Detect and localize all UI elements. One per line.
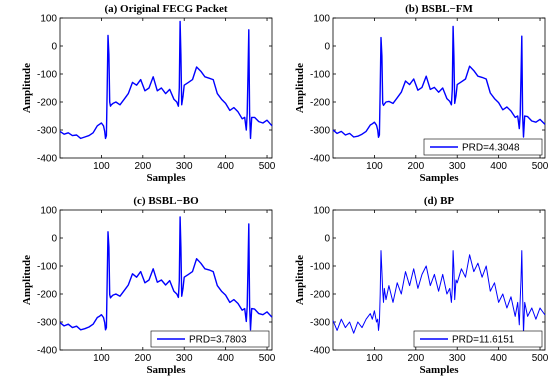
panel-d: (d) BP Samples Amplitude 100 200 300 400 500… <box>294 195 549 376</box>
panel-d-xtick-label: 100 <box>366 353 383 364</box>
panel-c-ytick-label: -400 <box>37 346 57 357</box>
panel-c-xtick-label: 100 <box>93 353 110 364</box>
panel-c-series-line <box>59 216 273 331</box>
panel-c-legend-box <box>150 330 270 348</box>
panel-a: (a) Original FECG Packet Samples Amplitu… <box>21 3 276 184</box>
panel-a-xtick-label: 100 <box>93 161 110 172</box>
panel-b-xlabel: Samples <box>419 172 459 184</box>
panel-a-xtick-label: 300 <box>176 161 193 172</box>
panel-b-ytick-label: -300 <box>310 126 330 137</box>
panel-b-xtick-label: 300 <box>449 161 466 172</box>
panel-a-series-line <box>59 20 273 140</box>
panel-b-xtick-label: 400 <box>490 161 507 172</box>
panel-d-ytick-label: -100 <box>310 262 330 273</box>
panel-b-ytick-label: 0 <box>324 42 330 53</box>
panel-a-xtick-label: 500 <box>259 161 276 172</box>
panel-c-ytick-label: 100 <box>40 206 57 217</box>
panel-d-ytick-label: -200 <box>310 290 330 301</box>
panel-b-ytick-label: 100 <box>313 14 330 25</box>
panel-b-ylabel: Amplitude <box>294 63 306 113</box>
panel-a-title: (a) Original FECG Packet <box>104 3 227 15</box>
panel-d-series-line <box>332 250 546 334</box>
panel-d-xtick-label: 300 <box>449 353 466 364</box>
panel-c-ylabel: Amplitude <box>21 255 33 305</box>
panel-d-ytick-label: 100 <box>313 206 330 217</box>
panel-c: (c) BSBL−BO Samples Amplitude 100 200 300 4… <box>21 195 276 376</box>
panel-b-axes-box <box>332 17 546 159</box>
panel-a-ytick-label: -400 <box>37 154 57 165</box>
panel-b: (b) BSBL−FM Samples Amplitude 100 200 300 4… <box>294 3 549 184</box>
panel-d-ytick-label: -400 <box>310 346 330 357</box>
panel-c-ytick-label: 0 <box>51 234 57 245</box>
panel-b-ytick-label: -200 <box>310 98 330 109</box>
panel-d-axes-box <box>332 209 546 351</box>
panel-b-legend-box <box>423 138 543 156</box>
panel-a-xtick-label: 200 <box>134 161 151 172</box>
panel-a-ytick-label: -300 <box>37 126 57 137</box>
panel-b-xtick-label: 500 <box>532 161 549 172</box>
panel-d-xtick-label: 500 <box>532 353 549 364</box>
panel-c-xtick-label: 400 <box>217 353 234 364</box>
panel-b-series-line <box>332 25 546 139</box>
panel-c-xtick-label: 200 <box>134 353 151 364</box>
panel-d-ytick-label: 0 <box>324 234 330 245</box>
panel-b-legend-label: PRD=4.3048 <box>462 143 520 154</box>
panel-d-title: (d) BP <box>424 195 455 207</box>
panel-a-ytick-label: -200 <box>37 98 57 109</box>
panel-a-axes-box <box>59 17 273 159</box>
panel-c-ytick-label: -300 <box>37 318 57 329</box>
panel-a-ytick-label: 100 <box>40 14 57 25</box>
panel-a-ylabel: Amplitude <box>21 63 33 113</box>
panel-c-xtick-label: 500 <box>259 353 276 364</box>
panel-d-xtick-label: 400 <box>490 353 507 364</box>
panel-c-ytick-label: -200 <box>37 290 57 301</box>
panel-d-xtick-label: 200 <box>407 353 424 364</box>
panel-c-legend-label: PRD=3.7803 <box>189 335 247 346</box>
panel-d-legend-label: PRD=11.6151 <box>452 335 515 346</box>
panel-a-ytick-label: -100 <box>37 70 57 81</box>
panel-c-axes-box <box>59 209 273 351</box>
panel-a-xtick-label: 400 <box>217 161 234 172</box>
panel-b-ytick-label: -100 <box>310 70 330 81</box>
panel-a-ytick-label: 0 <box>51 42 57 53</box>
panel-d-xlabel: Samples <box>419 364 459 376</box>
panel-c-title: (c) BSBL−BO <box>133 195 199 207</box>
panel-d-ylabel: Amplitude <box>294 255 306 305</box>
panel-d-ytick-label: -300 <box>310 318 330 329</box>
panel-b-xtick-label: 100 <box>366 161 383 172</box>
panel-d-legend-box <box>413 330 543 348</box>
panel-c-xtick-label: 300 <box>176 353 193 364</box>
panel-b-xtick-label: 200 <box>407 161 424 172</box>
panel-c-xlabel: Samples <box>146 364 186 376</box>
panel-c-ytick-label: -100 <box>37 262 57 273</box>
panel-b-title: (b) BSBL−FM <box>405 3 473 15</box>
panel-a-xlabel: Samples <box>146 172 186 184</box>
panel-b-ytick-label: -400 <box>310 154 330 165</box>
